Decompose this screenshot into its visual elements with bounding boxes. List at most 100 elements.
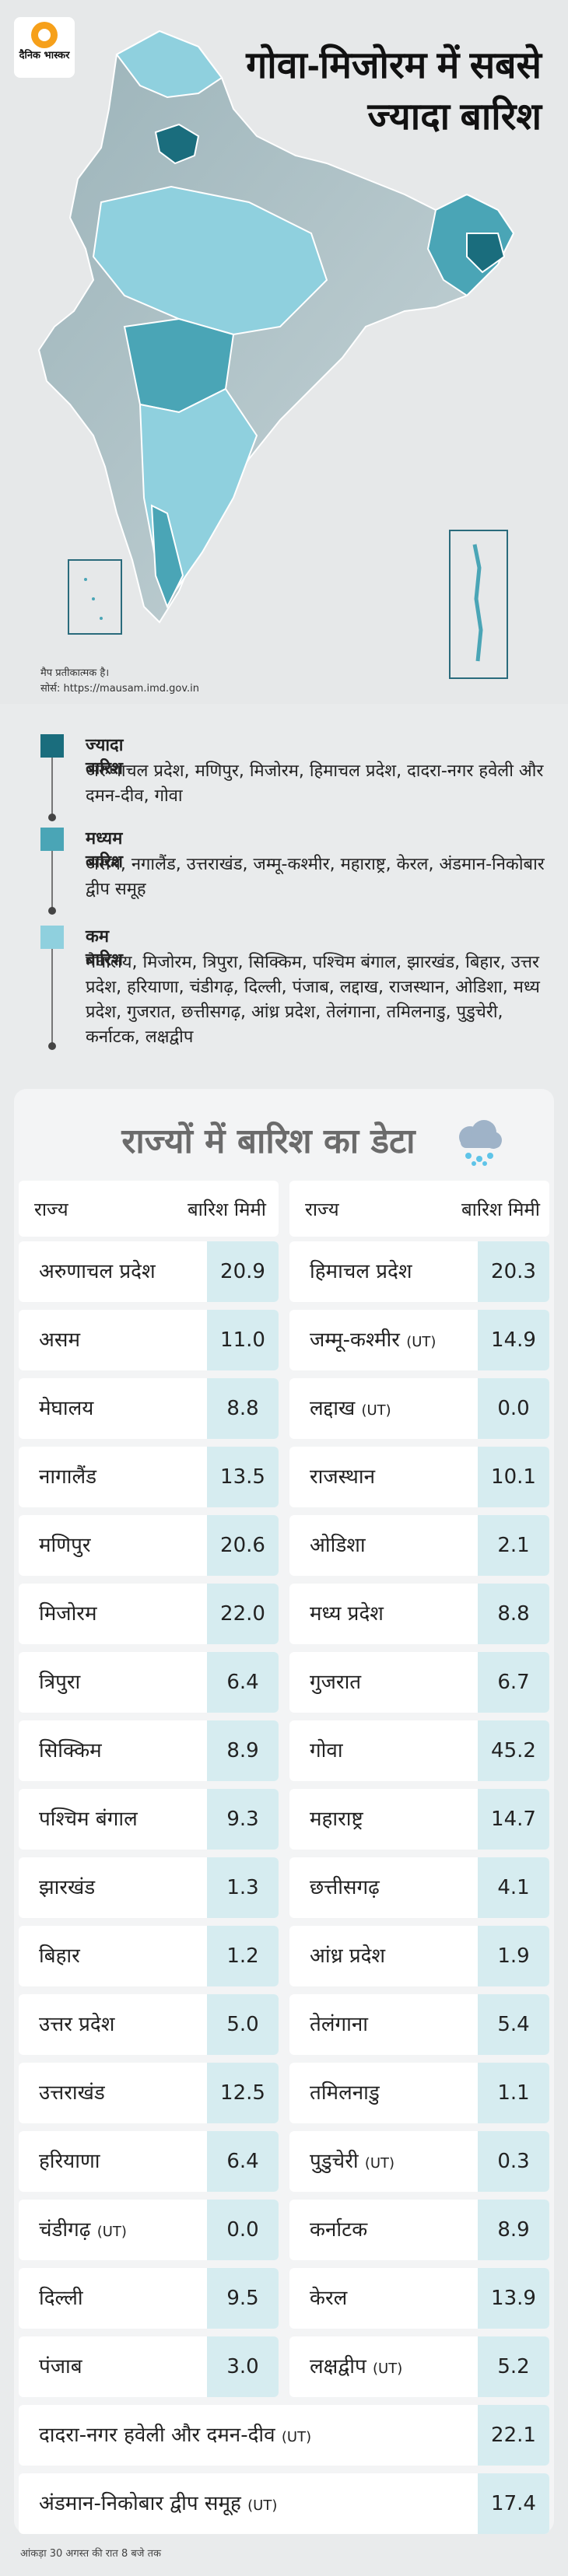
- table-row: उत्तराखंड 12.5: [19, 2063, 279, 2123]
- left-state-name: झारखंड: [39, 1874, 95, 1903]
- table-row: अरुणाचल प्रदेश 20.9: [19, 1241, 279, 1302]
- right-state-name: लद्दाख (UT): [310, 1395, 391, 1424]
- table-title: राज्यों में बारिश का डेटा: [121, 1122, 415, 1161]
- ut-label: (UT): [364, 2155, 395, 2172]
- state-label: झारखंड: [39, 1876, 96, 1899]
- right-rain-value: 0.0: [478, 1378, 549, 1439]
- left-state-name: पश्चिम बंगाल: [39, 1806, 138, 1835]
- full-state-name: अंडमान-निकोबार द्वीप समूह (UT): [39, 2490, 277, 2519]
- legend-medium-dot: [48, 907, 56, 915]
- right-rain-value: 5.4: [478, 1994, 549, 2055]
- right-state-name: ओडिशा: [310, 1532, 366, 1561]
- map-inset-andaman: [449, 530, 508, 679]
- map-note-disclaimer: मैप प्रतीकात्मक है।: [40, 667, 110, 679]
- right-rain-value: 0.3: [478, 2131, 549, 2192]
- table-row: पंजाब 3.0: [19, 2336, 279, 2397]
- table-row: गुजरात 6.7: [289, 1652, 549, 1713]
- left-rain-value: 5.0: [207, 1994, 279, 2055]
- ut-label: (UT): [247, 2497, 278, 2514]
- state-label: सिक्किम: [39, 1739, 102, 1762]
- state-label: पुडुचेरी: [310, 2150, 359, 2173]
- map-region-north: [115, 30, 223, 99]
- table-row: चंडीगढ़ (UT) 0.0: [19, 2200, 279, 2260]
- right-state-name: कर्नाटक: [310, 2217, 367, 2245]
- left-rain-value: 6.4: [207, 1652, 279, 1713]
- left-rain-value: 9.3: [207, 1789, 279, 1850]
- legend-high-connector: [51, 758, 53, 820]
- state-label: अंडमान-निकोबार द्वीप समूह: [39, 2492, 241, 2515]
- state-label: हिमाचल प्रदेश: [310, 1260, 412, 1283]
- table-row: पुडुचेरी (UT) 0.3: [289, 2131, 549, 2192]
- state-label: आंध्र प्रदेश: [310, 1944, 386, 1968]
- left-rain-value: 8.8: [207, 1378, 279, 1439]
- left-state-name: सिक्किम: [39, 1738, 102, 1766]
- table-row: दिल्ली 9.5: [19, 2268, 279, 2329]
- right-state-name: पुडुचेरी (UT): [310, 2148, 394, 2177]
- right-state-name: छत्तीसगढ़: [310, 1874, 380, 1903]
- map-note: मैप प्रतीकात्मक है। सोर्स: https://mausa…: [40, 666, 199, 697]
- table-row: नागालैंड 13.5: [19, 1447, 279, 1507]
- table-row: छत्तीसगढ़ 4.1: [289, 1857, 549, 1918]
- left-rain-value: 20.6: [207, 1515, 279, 1576]
- state-label: लद्दाख: [310, 1397, 356, 1420]
- table-row: आंध्र प्रदेश 1.9: [289, 1926, 549, 1986]
- left-header-state: राज्य: [34, 1199, 68, 1220]
- state-label: केरल: [310, 2287, 348, 2310]
- full-rain-value: 22.1: [478, 2405, 549, 2466]
- left-state-name: दिल्ली: [39, 2285, 83, 2314]
- right-rain-value: 45.2: [478, 1720, 549, 1781]
- right-column-header: राज्य बारिश मिमी: [289, 1181, 549, 1237]
- ut-label: (UT): [361, 1402, 391, 1419]
- right-rain-value: 6.7: [478, 1652, 549, 1713]
- table-row: उत्तर प्रदेश 5.0: [19, 1994, 279, 2055]
- left-rain-value: 22.0: [207, 1584, 279, 1644]
- table-row: असम 11.0: [19, 1310, 279, 1370]
- table-row: केरल 13.9: [289, 2268, 549, 2329]
- rain-cloud-icon: [459, 1120, 502, 1166]
- table-row: राजस्थान 10.1: [289, 1447, 549, 1507]
- left-rain-value: 12.5: [207, 2063, 279, 2123]
- state-label: दिल्ली: [39, 2287, 83, 2310]
- left-rain-value: 3.0: [207, 2336, 279, 2397]
- right-header-state: राज्य: [305, 1199, 339, 1220]
- left-rain-value: 11.0: [207, 1310, 279, 1370]
- table-row: दादरा-नगर हवेली और दमन-दीव (UT) 22.1: [19, 2405, 549, 2466]
- left-state-name: नागालैंड: [39, 1464, 96, 1493]
- left-rain-value: 1.3: [207, 1857, 279, 1918]
- right-state-name: गोवा: [310, 1738, 343, 1766]
- right-rain-value: 5.2: [478, 2336, 549, 2397]
- state-label: ओडिशा: [310, 1534, 366, 1557]
- right-state-name: हिमाचल प्रदेश: [310, 1258, 412, 1287]
- table-row: त्रिपुरा 6.4: [19, 1652, 279, 1713]
- state-label: लक्षद्वीप: [310, 2355, 366, 2378]
- right-state-name: राजस्थान: [310, 1464, 375, 1493]
- left-state-name: हरियाणा: [39, 2148, 100, 2177]
- headline: गोवा-मिजोरम में सबसे ज्यादा बारिश: [246, 45, 542, 138]
- legend-high-title: ज्यादा बारिश: [86, 736, 124, 779]
- legend-high-states: अरुणाचल प्रदेश, मणिपुर, मिजोरम, हिमाचल प…: [86, 761, 544, 806]
- state-label: पंजाब: [39, 2355, 82, 2378]
- left-state-name: अरुणाचल प्रदेश: [39, 1258, 156, 1287]
- state-label: चंडीगढ़: [39, 2218, 91, 2242]
- state-label: अरुणाचल प्रदेश: [39, 1260, 156, 1283]
- right-state-name: आंध्र प्रदेश: [310, 1943, 385, 1972]
- left-state-name: मिजोरम: [39, 1601, 97, 1629]
- state-label: हरियाणा: [39, 2150, 100, 2173]
- state-label: त्रिपुरा: [39, 1671, 81, 1694]
- legend-low-dot: [48, 1042, 56, 1050]
- state-label: महाराष्ट्र: [310, 1808, 363, 1831]
- state-label: तेलंगाना: [310, 2013, 368, 2036]
- right-state-name: गुजरात: [310, 1669, 361, 1698]
- state-label: बिहार: [39, 1944, 80, 1968]
- state-label: असम: [39, 1328, 80, 1352]
- right-state-name: जम्मू-कश्मीर (UT): [310, 1327, 436, 1356]
- left-state-name: उत्तर प्रदेश: [39, 2011, 114, 2040]
- legend-low-states: मेघालय, मिजोरम, त्रिपुरा, सिक्किम, पश्चि…: [86, 953, 540, 1047]
- map-region-himachal: [154, 123, 200, 165]
- table-row: बिहार 1.2: [19, 1926, 279, 1986]
- legend-medium-title: मध्यम बारिश: [86, 829, 123, 872]
- left-state-name: मणिपुर: [39, 1532, 90, 1561]
- table-row: हरियाणा 6.4: [19, 2131, 279, 2192]
- legend-low-title: कम बारिश: [86, 927, 123, 970]
- ut-label: (UT): [373, 2361, 403, 2377]
